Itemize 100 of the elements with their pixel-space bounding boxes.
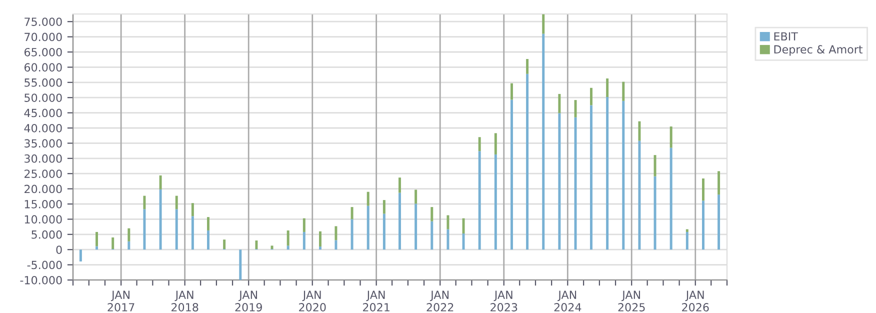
bar — [318, 231, 322, 247]
bar — [670, 126, 672, 148]
bar — [558, 113, 561, 250]
bar — [239, 250, 242, 280]
bar — [206, 230, 210, 250]
bar — [334, 240, 338, 250]
y-tick-label: 30.000 — [24, 154, 62, 163]
y-tick-label: 20.000 — [24, 184, 62, 194]
bar — [223, 240, 226, 249]
bar — [286, 246, 290, 250]
bar — [558, 94, 561, 114]
bar — [654, 176, 656, 250]
bar — [686, 232, 688, 250]
bar — [302, 218, 306, 232]
bar — [128, 228, 130, 242]
bar — [270, 246, 274, 249]
x-tick-label: JAN 2018 — [172, 290, 198, 312]
x-tick-label: JAN 2023 — [490, 290, 518, 312]
y-tick-label: 75.000 — [24, 18, 62, 26]
x-tick-label: JAN 2024 — [554, 290, 582, 312]
bar — [159, 175, 162, 190]
y-tick-label: 40.000 — [24, 124, 62, 132]
bar — [462, 233, 465, 250]
bar — [191, 203, 194, 216]
bar — [143, 196, 146, 210]
x-tick-label: JAN 2020 — [299, 290, 326, 312]
bar — [206, 217, 210, 230]
bar — [366, 192, 370, 206]
bar — [446, 215, 450, 230]
bar — [718, 194, 720, 250]
bar — [574, 117, 577, 250]
y-tick-label: 10.000 — [24, 215, 62, 224]
bar — [590, 105, 592, 250]
bar — [494, 154, 497, 250]
bar — [654, 155, 656, 176]
legend-label: EBIT — [774, 32, 798, 40]
bar — [606, 78, 609, 97]
bar — [414, 190, 418, 204]
bar — [622, 82, 625, 101]
bar — [143, 209, 146, 250]
bar — [302, 232, 306, 250]
y-tick-label: 5.000 — [32, 230, 62, 239]
bar — [702, 178, 704, 201]
bar — [478, 151, 481, 250]
bar — [462, 218, 465, 234]
bar — [542, 34, 545, 250]
y-tick-label: 50.000 — [24, 94, 62, 102]
y-tick-label: 15.000 — [24, 200, 62, 208]
bar — [574, 100, 577, 118]
bar — [590, 88, 592, 106]
y-tick-label: 70.000 — [24, 32, 62, 42]
legend-label: Deprec & Amort — [774, 45, 863, 56]
bar — [622, 100, 625, 250]
y-tick-label: 45.000 — [24, 108, 62, 118]
bar — [638, 140, 641, 250]
y-tick-label: 35.000 — [24, 139, 62, 148]
x-tick-label: JAN 2022 — [426, 290, 454, 312]
bar — [526, 58, 529, 74]
y-tick-label: 60.000 — [24, 63, 62, 72]
y-tick-label: 25.000 — [24, 170, 62, 178]
bar — [478, 137, 481, 152]
bar — [686, 229, 688, 232]
bar — [526, 74, 529, 250]
bar — [79, 250, 82, 262]
bar — [382, 214, 386, 250]
bar — [638, 121, 641, 141]
bar — [398, 178, 401, 193]
bar — [718, 171, 720, 195]
y-tick-label: 0 — [56, 246, 62, 254]
bar — [175, 196, 178, 210]
bar — [255, 240, 258, 249]
bar — [670, 148, 672, 250]
x-tick-label: JAN 2021 — [363, 290, 390, 312]
bar — [606, 96, 609, 250]
bar — [510, 83, 513, 100]
bar — [382, 200, 386, 214]
bar — [430, 221, 434, 250]
bar — [510, 100, 513, 250]
bar — [191, 216, 194, 250]
bar — [350, 219, 354, 250]
bar — [286, 230, 290, 246]
y-tick-label: 65.000 — [24, 48, 62, 56]
bar — [414, 204, 418, 250]
bar — [175, 209, 178, 250]
bar — [398, 192, 401, 250]
bar — [494, 133, 497, 154]
bar — [96, 232, 98, 246]
y-tick-label: 55.000 — [24, 78, 62, 87]
bar — [318, 246, 322, 250]
bar — [334, 226, 338, 240]
bar — [446, 229, 450, 250]
bar — [159, 189, 162, 250]
x-tick-label: JAN 2026 — [682, 290, 709, 312]
y-tick-label: -5.000 — [27, 260, 62, 270]
x-tick-label: JAN 2017 — [108, 290, 134, 312]
bar — [702, 200, 704, 250]
x-tick-label: JAN 2025 — [618, 290, 645, 312]
bar — [112, 237, 114, 249]
bar — [366, 206, 370, 250]
bar — [96, 246, 98, 250]
